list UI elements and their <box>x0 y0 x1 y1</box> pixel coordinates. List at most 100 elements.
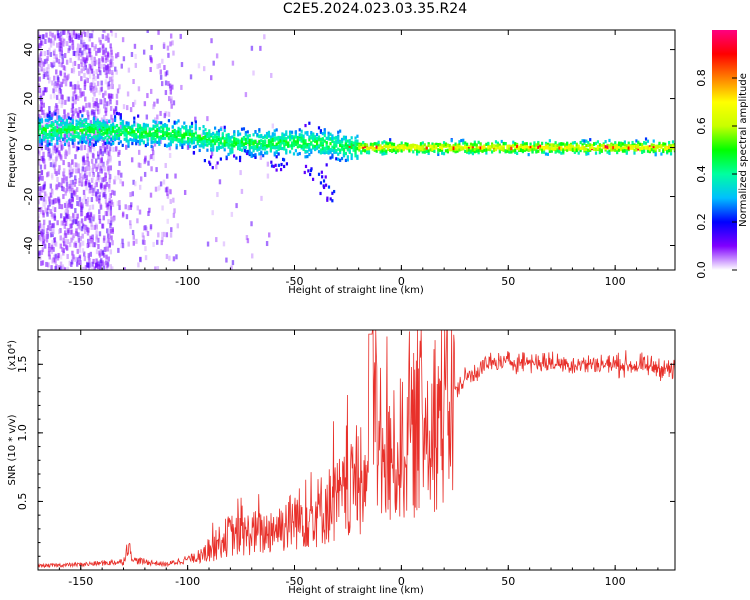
spectrogram-cell <box>98 218 102 224</box>
spectrogram-cell <box>487 145 490 149</box>
spectrogram-cell <box>387 145 390 149</box>
spectrogram-cell <box>652 149 655 154</box>
spectrogram-cell <box>171 84 174 90</box>
spectrogram-cell <box>45 237 49 243</box>
spectrogram-cell <box>75 34 79 40</box>
spectrogram-cell <box>669 149 673 153</box>
spectrogram-cell <box>215 146 219 150</box>
spectrogram-cell <box>308 153 311 157</box>
spectrogram-cell <box>39 235 42 241</box>
spectrogram-cell <box>144 130 147 135</box>
spectrogram-cell <box>152 136 155 141</box>
spectrogram-cell <box>64 117 67 123</box>
spectrogram-cell <box>91 241 94 247</box>
x-tick-label: -100 <box>175 575 200 588</box>
spectrogram-cell <box>78 70 81 76</box>
spectrogram-cell <box>113 117 117 121</box>
spectrogram-cell <box>514 142 517 146</box>
spectrogram-cell <box>74 191 77 197</box>
spectrogram-cell <box>58 127 61 131</box>
spectrogram-cell <box>466 146 469 151</box>
spectrogram-cell <box>91 42 94 48</box>
spectrogram-cell <box>102 265 106 270</box>
spectrogram-cell <box>337 147 340 151</box>
spectrogram-cell <box>67 112 70 118</box>
spectrogram-frame <box>37 29 676 271</box>
spectrogram-cell <box>53 93 56 99</box>
spectrogram-cell <box>58 42 61 48</box>
spectrogram-cell <box>46 132 49 137</box>
spectrogram-cell <box>294 149 297 153</box>
spectrogram-cell <box>67 130 70 134</box>
spectrogram-cell <box>142 49 146 55</box>
spectrogram-cell <box>58 229 61 235</box>
spectrogram-cell <box>539 144 542 148</box>
spectrogram-cell <box>42 155 45 161</box>
spectrogram-cell <box>74 242 78 248</box>
spectrogram-cell <box>616 143 619 147</box>
spectrogram-cell <box>112 147 115 153</box>
spectrogram-cell <box>79 173 82 179</box>
spectrogram-cell <box>290 143 294 147</box>
spectrogram-cell <box>369 145 373 150</box>
spectrogram-cell <box>59 235 62 241</box>
spectrogram-cell <box>89 148 92 154</box>
spectrogram-cell <box>181 133 184 137</box>
spectrogram-cell <box>194 120 197 124</box>
spectrogram-cell <box>608 151 611 155</box>
spectrogram-cell <box>82 30 86 35</box>
spectrogram-cell <box>44 72 47 78</box>
spectrogram-cell <box>64 149 68 155</box>
spectrogram-cell <box>339 158 342 162</box>
spectrogram-cell <box>42 74 46 80</box>
spectrogram-cell <box>479 142 482 146</box>
spectrogram-cell <box>111 201 115 207</box>
spectrogram-cell <box>93 163 97 169</box>
spectrogram-cell <box>95 182 98 188</box>
spectrogram-cell <box>111 70 114 76</box>
spectrogram-cell <box>309 168 313 173</box>
spectrogram-cell <box>221 136 224 140</box>
spectrogram-cell <box>529 145 532 150</box>
spectrogram-cell <box>262 144 265 149</box>
spectrogram-cell <box>53 169 57 175</box>
spectrogram-cell <box>58 118 61 122</box>
spectrogram-cell <box>60 141 63 147</box>
spectrogram-cell <box>156 132 159 137</box>
spectrogram-cell <box>242 146 246 150</box>
spectrogram-cell <box>39 191 42 197</box>
spectrogram-ylabel: Frequency (Hz) <box>7 112 18 188</box>
spectrogram-cell <box>71 130 75 136</box>
spectrogram-cell <box>123 133 126 137</box>
spectrogram-cell <box>61 264 65 270</box>
spectrogram-cell <box>202 145 205 149</box>
spectrogram-cell <box>158 140 161 144</box>
spectrogram-cell <box>121 238 124 244</box>
spectrogram-cell <box>92 119 95 123</box>
spectrogram-cell <box>335 142 338 146</box>
spectrogram-cell <box>140 135 144 139</box>
spectrogram-cell <box>369 142 373 146</box>
spectrogram-cell <box>188 125 192 130</box>
spectrogram-cell <box>118 170 121 176</box>
spectrogram-cell <box>387 142 390 146</box>
spectrogram-cell <box>265 150 269 154</box>
spectrogram-cell <box>573 148 576 152</box>
spectrogram-cell <box>148 155 152 161</box>
spectrogram-cell <box>210 143 213 147</box>
spectrogram-cell <box>396 146 399 150</box>
spectrogram-cell <box>308 135 311 139</box>
spectrogram-cell <box>152 241 155 247</box>
spectrogram-cell <box>40 142 44 146</box>
spectrogram-cell <box>80 51 83 57</box>
spectrogram-cell <box>167 132 171 136</box>
spectrogram-cell <box>138 139 142 143</box>
spectrogram-cell <box>71 196 74 202</box>
spectrogram-cell <box>91 109 94 115</box>
spectrogram-cell <box>145 114 149 120</box>
spectrogram-cell <box>348 147 351 152</box>
spectrogram-cell <box>381 141 384 145</box>
spectrogram-cell <box>86 110 89 116</box>
spectrogram-cell <box>502 147 505 151</box>
spectrogram-cell <box>637 147 640 151</box>
